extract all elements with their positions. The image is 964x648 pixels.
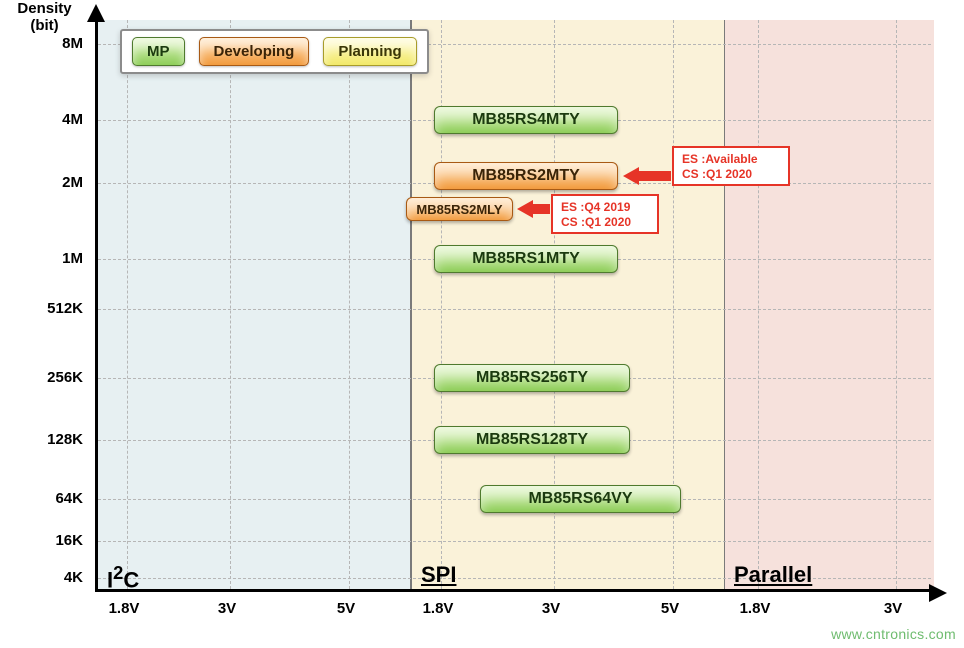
callout-mb85rs2mty: ES :AvailableCS :Q1 2020 — [672, 146, 790, 186]
gridline-h — [98, 541, 931, 542]
x-axis-arrow-icon — [929, 584, 947, 602]
y-axis-arrow-icon — [87, 4, 105, 22]
y-tick-label: 4K — [0, 569, 83, 586]
callout-arrow-body — [533, 204, 550, 214]
product-mb85rs128ty: MB85RS128TY — [434, 426, 630, 454]
gridline-v — [758, 20, 759, 589]
x-tick-label: 1.8V — [423, 600, 454, 617]
product-mb85rs4mty: MB85RS4MTY — [434, 106, 618, 134]
legend: MP Developing Planning — [120, 29, 429, 74]
x-tick-label: 5V — [661, 600, 679, 617]
gridline-h — [98, 309, 931, 310]
y-tick-label: 256K — [0, 369, 83, 386]
x-tick-label: 5V — [337, 600, 355, 617]
product-mb85rs2mty: MB85RS2MTY — [434, 162, 618, 190]
x-tick-label: 3V — [542, 600, 560, 617]
callout-arrow-icon — [517, 200, 533, 218]
region-label-spi: SPI — [421, 562, 456, 588]
product-mb85rs2mly: MB85RS2MLY — [406, 197, 513, 221]
region-label-ic: I2C — [107, 562, 139, 593]
y-tick-label: 2M — [0, 174, 83, 191]
x-tick-label: 1.8V — [740, 600, 771, 617]
legend-item-developing: Developing — [199, 37, 310, 66]
gridline-v — [349, 20, 350, 589]
y-axis-title: Density(bit) — [0, 0, 89, 35]
callout-arrow-icon — [623, 167, 639, 185]
x-tick-label: 3V — [218, 600, 236, 617]
product-mb85rs1mty: MB85RS1MTY — [434, 245, 618, 273]
gridline-v — [127, 20, 128, 589]
region-parallel — [725, 20, 934, 589]
callout-mb85rs2mly: ES :Q4 2019CS :Q1 2020 — [551, 194, 659, 234]
y-tick-label: 1M — [0, 250, 83, 267]
legend-item-planning: Planning — [323, 37, 416, 66]
y-tick-label: 128K — [0, 431, 83, 448]
callout-arrow-body — [639, 171, 671, 181]
y-tick-label: 4M — [0, 111, 83, 128]
y-tick-label: 8M — [0, 35, 83, 52]
x-tick-label: 1.8V — [109, 600, 140, 617]
gridline-v — [896, 20, 897, 589]
gridline-v — [230, 20, 231, 589]
legend-item-mp: MP — [132, 37, 185, 66]
y-tick-label: 16K — [0, 532, 83, 549]
region-label-parallel: Parallel — [734, 562, 812, 588]
product-mb85rs256ty: MB85RS256TY — [434, 364, 630, 392]
product-mb85rs64vy: MB85RS64VY — [480, 485, 681, 513]
x-tick-label: 3V — [884, 600, 902, 617]
fram-roadmap-chart: I2C SPI Parallel 8M 4M 2M 1M 512K 256K 128K 64K 16K… — [0, 0, 964, 648]
y-tick-label: 512K — [0, 300, 83, 317]
region-ic — [98, 20, 412, 589]
watermark: www.cntronics.com — [831, 626, 956, 642]
y-tick-label: 64K — [0, 490, 83, 507]
